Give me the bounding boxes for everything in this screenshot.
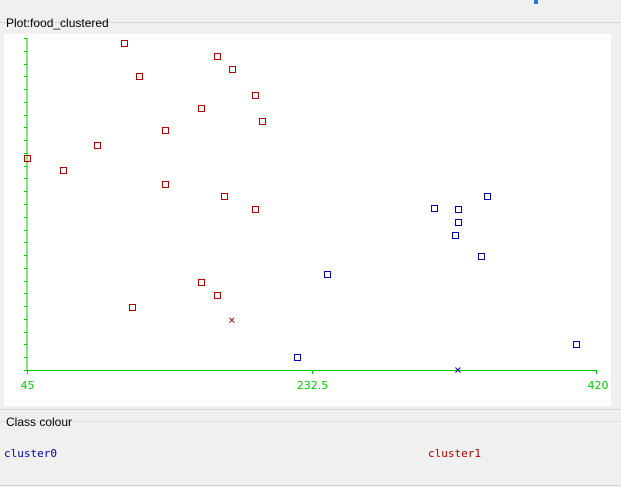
data-point-cluster1 [162, 127, 169, 134]
x-tick-label: 232.5 [297, 379, 329, 392]
data-point-cluster0 [294, 354, 301, 361]
data-point-cluster1 [221, 193, 228, 200]
data-point-cluster0 [478, 253, 485, 260]
plot-area[interactable]: 45 232.5 420 [4, 34, 611, 406]
data-point-cluster1 [229, 66, 236, 73]
data-point-cluster1 [162, 181, 169, 188]
data-point-cluster1 [24, 155, 31, 162]
data-point-cluster0 [452, 232, 459, 239]
data-point-cluster1 [129, 304, 136, 311]
data-point-cluster1 [198, 279, 205, 286]
panel-separator [0, 421, 621, 422]
data-point-cluster1 [60, 167, 67, 174]
data-point-cluster1 [214, 53, 221, 60]
legend-title: Class colour [6, 415, 73, 429]
scatter-plot[interactable]: 45 232.5 420 [4, 34, 611, 406]
panel-separator [0, 22, 621, 23]
x-tick-label: 420 [588, 379, 609, 392]
data-point-cluster1 [94, 142, 101, 149]
data-point-cluster0 [431, 205, 438, 212]
data-point-cluster1 [198, 105, 205, 112]
legend-item-cluster0[interactable]: cluster0 [4, 447, 57, 460]
data-point-cluster0 [455, 219, 462, 226]
centroid-cluster1 [228, 317, 235, 324]
data-point-cluster1 [121, 40, 128, 47]
data-point-cluster1 [252, 206, 259, 213]
data-point-cluster0 [324, 271, 331, 278]
data-point-cluster1 [214, 292, 221, 299]
x-tick-label: 45 [21, 379, 35, 392]
centroid-cluster0 [455, 367, 461, 373]
data-point-cluster0 [573, 341, 580, 348]
window-accent [534, 0, 538, 4]
bottom-border [0, 485, 621, 486]
data-point-cluster1 [252, 92, 259, 99]
data-point-cluster1 [136, 73, 143, 80]
data-point-cluster1 [259, 118, 266, 125]
plot-title: Plot:food_clustered [6, 16, 109, 30]
top-strip [0, 0, 621, 8]
legend-item-cluster1[interactable]: cluster1 [428, 447, 481, 460]
data-point-cluster0 [484, 193, 491, 200]
panel-separator [0, 409, 621, 410]
data-point-cluster0 [455, 206, 462, 213]
